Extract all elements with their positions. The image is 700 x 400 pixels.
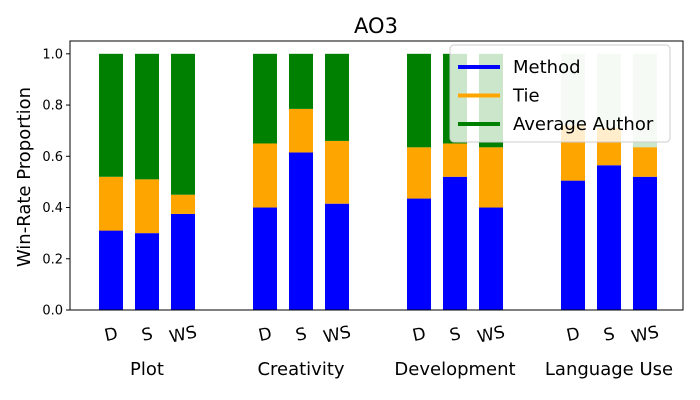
x-tick-label: D [103, 324, 120, 346]
bar-tie [99, 176, 123, 231]
bar-average-author [407, 53, 431, 148]
group-label: Development [394, 359, 515, 380]
legend: Method Tie Average Author [449, 44, 671, 143]
x-tick-label: S [448, 324, 463, 346]
x-tick-label: S [140, 324, 155, 346]
bar-tie [171, 194, 195, 214]
x-tick-label: WS [322, 322, 353, 347]
bar-method [135, 233, 159, 310]
bar-method [561, 180, 585, 310]
bar-method [99, 230, 123, 310]
bar-method [407, 198, 431, 310]
x-tick-label: WS [168, 322, 199, 347]
bar-tie [135, 179, 159, 234]
group-label: Creativity [257, 359, 344, 380]
bar-average-author [135, 53, 159, 180]
bar-method [633, 176, 657, 310]
x-tick-label: WS [476, 322, 507, 347]
bar-average-author [325, 53, 349, 141]
group-label: Language Use [545, 359, 673, 380]
legend-label: Tie [512, 86, 540, 107]
y-tick-label: 0.6 [42, 150, 63, 165]
y-tick-label: 0.0 [42, 304, 63, 319]
bar-method [325, 203, 349, 310]
bar-method [479, 207, 503, 310]
bar-method [443, 176, 467, 310]
bar-average-author [171, 53, 195, 195]
group-label: Plot [130, 359, 164, 380]
bar-tie [253, 143, 277, 208]
plot-frame [69, 40, 684, 311]
bar-method [253, 207, 277, 310]
y-tick-label: 1.0 [42, 47, 63, 62]
bar-method [597, 165, 621, 310]
bar-tie [407, 147, 431, 199]
bar-average-author [253, 53, 277, 144]
bar-tie [443, 143, 467, 177]
y-tick-label: 0.4 [42, 201, 63, 216]
x-tick-label: D [565, 324, 582, 346]
y-axis-label: Win-Rate Proportion [14, 87, 35, 267]
x-tick-label: WS [630, 322, 661, 347]
x-tick-label: D [257, 324, 274, 346]
bar-method [171, 213, 195, 310]
x-tick-label: S [602, 324, 617, 346]
bar-method [289, 152, 313, 310]
bar-tie [325, 140, 349, 204]
y-tick-label: 0.8 [42, 99, 63, 114]
bar-average-author [289, 53, 313, 109]
bar-tie [633, 147, 657, 177]
legend-label: Method [513, 57, 581, 78]
chart-title: AO3 [354, 14, 398, 38]
y-tick-label: 0.2 [42, 252, 63, 267]
bar-tie [289, 108, 313, 153]
bar-average-author [99, 53, 123, 177]
x-tick-label: D [411, 324, 428, 346]
legend-label: Average Author [513, 114, 654, 135]
bar-tie [479, 147, 503, 208]
x-tick-label: S [294, 324, 309, 346]
legend-box [449, 44, 671, 143]
